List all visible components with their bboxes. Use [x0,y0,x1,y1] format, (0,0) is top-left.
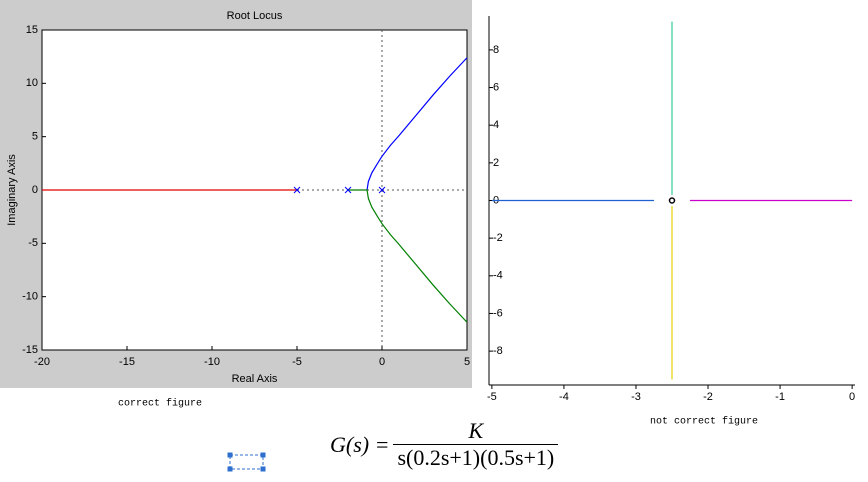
x-tick-label: -20 [34,356,50,368]
x-tick-label: 5 [464,356,470,368]
x-tick-label: -1 [775,391,785,403]
x-tick-label: 0 [849,391,855,403]
x-axis-label: Real Axis [232,373,278,385]
locus-line [348,189,468,323]
x-tick-label: -15 [119,356,135,368]
y-tick-label: -5 [28,237,38,249]
y-tick-label: -8 [493,345,503,357]
x-tick-label: -3 [631,391,641,403]
x-tick-label: 0 [379,356,385,368]
caption: not correct figure [650,416,758,428]
selection-icon [227,452,266,472]
y-tick-label: 5 [32,131,38,143]
y-tick-label: 15 [26,24,38,36]
x-tick-label: -2 [703,391,713,403]
y-tick-label: 10 [26,77,38,89]
fraction: K s(0.2s+1)(0.5s+1) [393,418,559,471]
y-tick-label: 6 [493,81,499,93]
x-tick-label: -4 [559,391,569,403]
y-tick-label: 0 [32,184,38,196]
x-tick-label: -5 [487,391,497,403]
locus-line [366,57,468,191]
numerator: K [393,418,559,445]
pole-marker [293,186,301,194]
y-tick-label: -10 [22,291,38,303]
x-tick-label: -5 [292,356,302,368]
denominator: s(0.2s+1)(0.5s+1) [397,445,555,470]
y-tick-label: 8 [493,44,499,56]
formula-lhs: G(s) = [330,431,390,457]
y-tick-label: -15 [22,344,38,356]
y-tick-label: -4 [493,270,503,282]
y-axis-label: Imaginary Axis [6,154,18,226]
y-tick-label: -6 [493,307,503,319]
y-tick-label: 2 [493,157,499,169]
pole-marker [378,186,386,194]
x-tick-label: -10 [204,356,220,368]
chart-title: Root Locus [227,10,283,22]
pole-marker [344,186,352,194]
point-marker [668,197,676,204]
formula: G(s) = K s(0.2s+1)(0.5s+1) [330,418,559,471]
y-tick-label: 4 [493,119,499,131]
caption: correct figure [118,398,202,410]
y-tick-label: -2 [493,232,503,244]
